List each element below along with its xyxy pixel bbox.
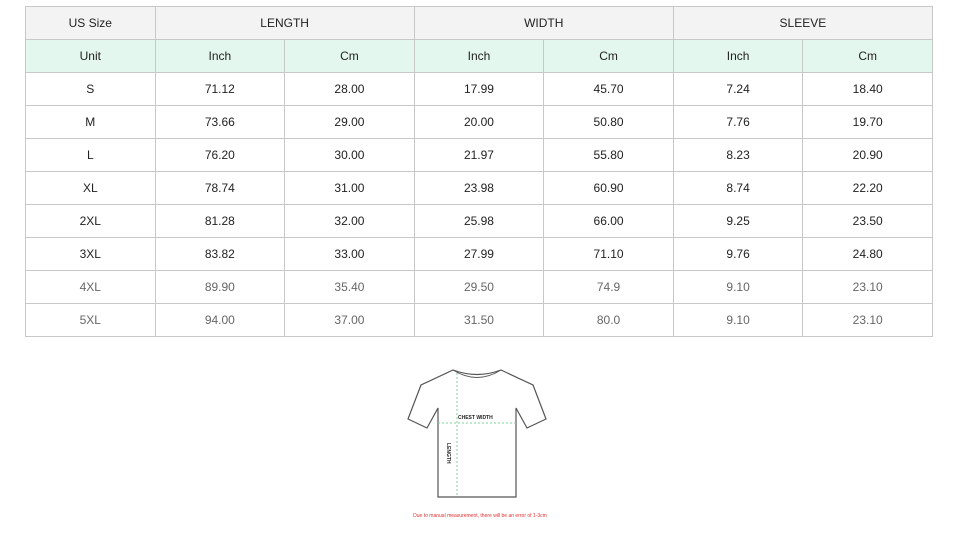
value-cell: 81.28 bbox=[154, 204, 286, 238]
size-chart-table: US Size LENGTH WIDTH SLEEVE Unit Inch Cm… bbox=[25, 6, 934, 337]
value-cell: 83.82 bbox=[154, 237, 286, 271]
size-cell: 4XL bbox=[25, 270, 156, 304]
value-cell: 32.00 bbox=[284, 204, 415, 238]
value-cell: 23.10 bbox=[802, 270, 933, 304]
value-cell: 20.90 bbox=[802, 138, 933, 172]
table-row: M 73.66 29.00 20.00 50.80 7.76 19.70 bbox=[25, 105, 933, 139]
unit-cell: Inch bbox=[413, 39, 545, 73]
value-cell: 22.20 bbox=[802, 171, 933, 205]
value-cell: 7.76 bbox=[672, 105, 804, 139]
unit-row: Unit Inch Cm Inch Cm Inch Cm bbox=[25, 39, 933, 73]
us-size-header: US Size bbox=[25, 6, 156, 40]
value-cell: 89.90 bbox=[154, 270, 286, 304]
value-cell: 45.70 bbox=[543, 72, 674, 106]
value-cell: 9.25 bbox=[672, 204, 804, 238]
value-cell: 8.74 bbox=[672, 171, 804, 205]
unit-cell: Cm bbox=[284, 39, 415, 73]
value-cell: 73.66 bbox=[154, 105, 286, 139]
size-cell: 2XL bbox=[25, 204, 156, 238]
value-cell: 29.00 bbox=[284, 105, 415, 139]
value-cell: 20.00 bbox=[413, 105, 545, 139]
table-row: 5XL 94.00 37.00 31.50 80.0 9.10 23.10 bbox=[25, 303, 933, 337]
unit-label: Unit bbox=[25, 39, 156, 73]
table-row: 4XL 89.90 35.40 29.50 74.9 9.10 23.10 bbox=[25, 270, 933, 304]
value-cell: 29.50 bbox=[413, 270, 545, 304]
value-cell: 28.00 bbox=[284, 72, 415, 106]
value-cell: 35.40 bbox=[284, 270, 415, 304]
size-cell: L bbox=[25, 138, 156, 172]
table-row: S 71.12 28.00 17.99 45.70 7.24 18.40 bbox=[25, 72, 933, 106]
value-cell: 9.10 bbox=[672, 303, 804, 337]
table-row: XL 78.74 31.00 23.98 60.90 8.74 22.20 bbox=[25, 171, 933, 205]
value-cell: 37.00 bbox=[284, 303, 415, 337]
table-row: 2XL 81.28 32.00 25.98 66.00 9.25 23.50 bbox=[25, 204, 933, 238]
value-cell: 76.20 bbox=[154, 138, 286, 172]
sleeve-header: SLEEVE bbox=[672, 6, 934, 40]
value-cell: 31.50 bbox=[413, 303, 545, 337]
value-cell: 9.76 bbox=[672, 237, 804, 271]
value-cell: 24.80 bbox=[802, 237, 933, 271]
tshirt-diagram: CHEST WIDTH LENGTH bbox=[407, 369, 547, 498]
length-label: LENGTH bbox=[445, 443, 451, 464]
value-cell: 71.10 bbox=[543, 237, 674, 271]
value-cell: 19.70 bbox=[802, 105, 933, 139]
value-cell: 23.98 bbox=[413, 171, 545, 205]
size-cell: S bbox=[25, 72, 156, 106]
header-row: US Size LENGTH WIDTH SLEEVE bbox=[25, 6, 934, 40]
value-cell: 74.9 bbox=[543, 270, 674, 304]
value-cell: 30.00 bbox=[284, 138, 415, 172]
table-row: 3XL 83.82 33.00 27.99 71.10 9.76 24.80 bbox=[25, 237, 933, 271]
value-cell: 31.00 bbox=[284, 171, 415, 205]
value-cell: 55.80 bbox=[543, 138, 674, 172]
value-cell: 66.00 bbox=[543, 204, 674, 238]
unit-cell: Inch bbox=[154, 39, 286, 73]
table-row: L 76.20 30.00 21.97 55.80 8.23 20.90 bbox=[25, 138, 933, 172]
unit-cell: Cm bbox=[543, 39, 674, 73]
value-cell: 94.00 bbox=[154, 303, 286, 337]
width-header: WIDTH bbox=[413, 6, 674, 40]
value-cell: 21.97 bbox=[413, 138, 545, 172]
measurement-note: Due to manual measurement, there will be… bbox=[413, 513, 547, 519]
value-cell: 23.10 bbox=[802, 303, 933, 337]
unit-cell: Inch bbox=[672, 39, 804, 73]
value-cell: 50.80 bbox=[543, 105, 674, 139]
unit-cell: Cm bbox=[802, 39, 933, 73]
value-cell: 17.99 bbox=[413, 72, 545, 106]
value-cell: 78.74 bbox=[154, 171, 286, 205]
size-cell: M bbox=[25, 105, 156, 139]
chest-width-label: CHEST WIDTH bbox=[458, 415, 493, 421]
value-cell: 60.90 bbox=[543, 171, 674, 205]
value-cell: 18.40 bbox=[802, 72, 933, 106]
value-cell: 25.98 bbox=[413, 204, 545, 238]
value-cell: 71.12 bbox=[154, 72, 286, 106]
size-cell: XL bbox=[25, 171, 156, 205]
size-cell: 3XL bbox=[25, 237, 156, 271]
value-cell: 8.23 bbox=[672, 138, 804, 172]
size-cell: 5XL bbox=[25, 303, 156, 337]
value-cell: 27.99 bbox=[413, 237, 545, 271]
value-cell: 23.50 bbox=[802, 204, 933, 238]
value-cell: 33.00 bbox=[284, 237, 415, 271]
value-cell: 9.10 bbox=[672, 270, 804, 304]
value-cell: 7.24 bbox=[672, 72, 804, 106]
length-header: LENGTH bbox=[154, 6, 415, 40]
value-cell: 80.0 bbox=[543, 303, 674, 337]
